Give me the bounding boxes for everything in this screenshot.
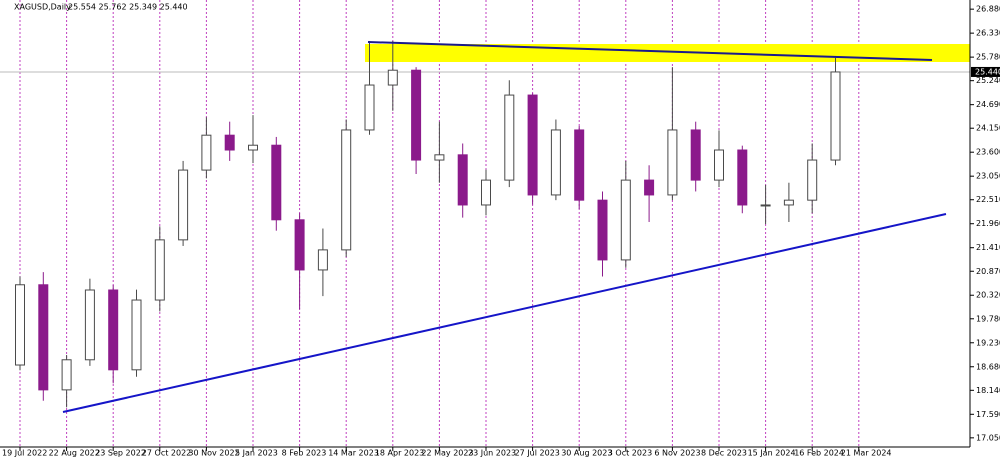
candle-body (108, 289, 119, 371)
y-tick-label: 22.510 (976, 195, 1000, 204)
candle-body (504, 94, 515, 181)
y-tick-label: 21.410 (976, 243, 1000, 252)
y-tick-label: 20.320 (976, 291, 1000, 300)
candle-body (224, 134, 235, 151)
candle-body (317, 249, 328, 271)
candle-body (15, 284, 25, 366)
y-tick-label: 20.870 (976, 267, 1000, 276)
x-tick-label: 15 Jan 2024 (748, 449, 796, 458)
last-price-tag (971, 66, 1000, 77)
candle-body (38, 284, 49, 391)
x-tick-label: 23 Sep 2022 (95, 449, 146, 458)
candle-body (807, 159, 818, 201)
y-tick-label: 26.330 (976, 29, 1000, 38)
resistance-trendline (367, 41, 933, 61)
x-tick-label: 18 Apr 2023 (375, 449, 424, 458)
candle-body (527, 94, 538, 196)
x-tick-label: 23 Jun 2023 (468, 449, 516, 458)
y-tick-label: 25.780 (976, 53, 1000, 62)
x-tick-label: 3 Oct 2023 (608, 449, 652, 458)
candle-body (644, 179, 655, 196)
y-tick-label: 24.150 (976, 124, 1000, 133)
candle-body (201, 134, 212, 171)
candle-body (61, 359, 72, 391)
candle-body (271, 144, 282, 221)
candle-body (667, 129, 678, 196)
candle-body (620, 179, 631, 261)
x-tick-label: 6 Nov 2023 (654, 449, 700, 458)
grid-layer (0, 0, 970, 447)
x-tick-label: 30 Aug 2023 (561, 449, 612, 458)
candle-body (411, 69, 422, 161)
candle-body (783, 199, 794, 206)
candle-body (387, 69, 398, 86)
y-tick-label: 25.240 (976, 76, 1000, 85)
candle-body (690, 129, 701, 181)
candle-body (481, 179, 491, 206)
candle-body (154, 239, 165, 301)
candle-body (714, 149, 724, 181)
candle-body (830, 71, 841, 161)
x-tick-label: 22 May 2023 (421, 449, 473, 458)
x-tick-label: 21 Mar 2024 (841, 449, 892, 458)
last-price-label: 25.440 (975, 67, 1000, 76)
x-tick-label: 14 Mar 2023 (328, 449, 379, 458)
x-tick-label: 8 Dec 2023 (701, 449, 747, 458)
candle-body (84, 289, 95, 361)
candle-body (457, 154, 468, 206)
support-trendline (62, 213, 947, 413)
chart-title: XAGUSD,Daily (14, 3, 71, 12)
candle-body (434, 154, 445, 161)
y-tick-label: 18.680 (976, 362, 1000, 371)
y-tick-label: 19.780 (976, 314, 1000, 323)
candles-layer (15, 40, 841, 408)
candle-body (294, 219, 305, 271)
y-tick-label: 21.960 (976, 219, 1000, 228)
candle-body (248, 144, 258, 151)
y-tick-label: 23.600 (976, 148, 1000, 157)
y-tick-label: 24.690 (976, 100, 1000, 109)
x-tick-label: 19 Jul 2022 (2, 449, 47, 458)
ohlc-text: 25.554 25.762 25.349 25.440 (68, 3, 188, 12)
x-tick-label: 8 Feb 2023 (282, 449, 327, 458)
x-tick-label: 30 Nov 2022 (188, 449, 239, 458)
y-tick-label: 23.050 (976, 172, 1000, 181)
candle-body (597, 199, 608, 261)
candle-body (131, 299, 142, 371)
candle-body (364, 84, 375, 131)
candle-body (178, 169, 189, 241)
candle-body (550, 129, 561, 196)
x-tick-label: 27 Oct 2022 (142, 449, 191, 458)
y-tick-label: 18.140 (976, 386, 1000, 395)
x-tick-label: 22 Aug 2022 (49, 449, 100, 458)
y-tick-label: 26.880 (976, 5, 1000, 14)
x-tick-label: 5 Jan 2023 (235, 449, 278, 458)
candle-body (737, 149, 748, 206)
x-tick-label: 27 Jul 2023 (515, 449, 560, 458)
candle-body (341, 129, 352, 251)
y-tick-label: 17.590 (976, 410, 1000, 419)
x-tick-label: 16 Feb 2024 (794, 449, 844, 458)
y-tick-label: 19.230 (976, 338, 1000, 347)
candle-body (574, 129, 585, 201)
resistance-zone (365, 44, 970, 62)
candle-body (760, 204, 771, 207)
axis-layer: 26.880 26.330 25.780 25.240 24.690 24.150 23.6… (2, 5, 1000, 458)
y-tick-label: 17.050 (976, 433, 1000, 442)
